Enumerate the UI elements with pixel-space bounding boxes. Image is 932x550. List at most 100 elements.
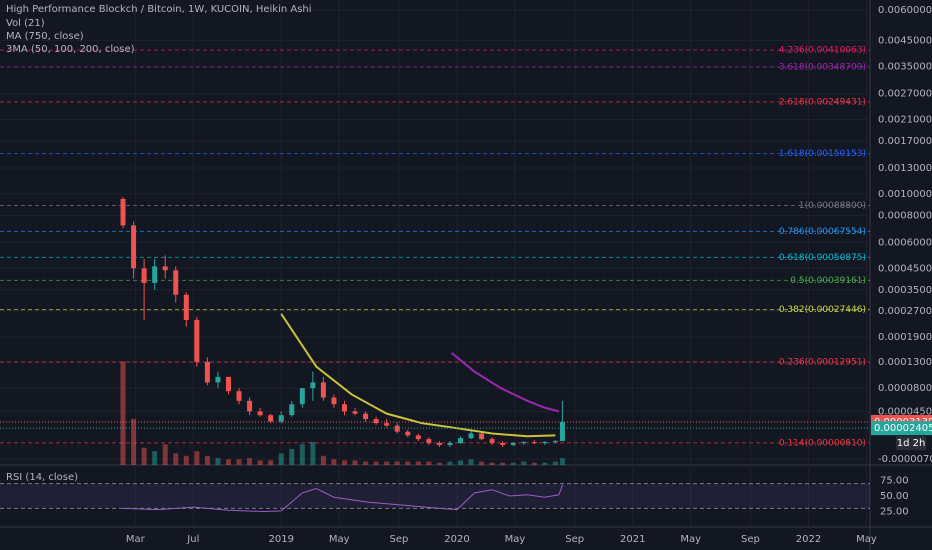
volume-bar [510,462,516,465]
rsi-title[interactable]: RSI (14, close) [6,472,78,483]
volume-bar [141,447,147,465]
x-tick-label: Mar [126,534,146,545]
x-tick-label: Sep [741,534,760,545]
volume-bar [331,459,337,465]
x-tick-label: 2019 [268,534,293,545]
rsi-tick-label: 50.00 [880,491,909,502]
plot: 4.236(0.00410063) 3.618(0.00348709) 2.618(… [0,0,870,527]
volume-bar [225,459,231,465]
candle-body [405,431,411,436]
candle-body [152,266,158,283]
candle-body [415,435,421,440]
fib-label: 0.236(0.00012951) [779,358,866,368]
candle-body [542,442,548,444]
candle-body [204,361,210,383]
candle-body [194,319,200,362]
volume-bar [457,460,463,465]
candle-body [299,388,305,405]
candle-body [225,376,231,392]
ma-line [280,313,556,438]
volume-bar [384,461,390,465]
candle-body [426,439,432,444]
volume-bar [247,458,253,465]
candle-body [236,391,242,401]
x-tick-label: 2022 [796,534,821,545]
x-tick-label: May [856,534,877,545]
volume-bar [352,460,358,465]
x-tick-label: 2021 [620,534,645,545]
candle-body [141,268,147,283]
volume-bar [489,462,495,465]
candle-body [479,433,485,440]
candle-body [457,438,463,444]
fib-label: 0.114(0.00000810) [779,438,866,448]
countdown: 1d 2h [897,438,926,449]
fib-label: 0.5(0.00039161) [790,276,866,286]
fib-label: 0.618(0.00050875) [779,253,866,263]
fib-label: 1(0.00088800) [799,201,866,211]
x-tick-label: May [680,534,701,545]
volume-bar [341,460,347,465]
chart-title[interactable]: High Performance Blockch / Bitcoin, 1W, … [6,4,312,15]
volume-bar [394,461,400,465]
candle-body [247,400,253,412]
x-tick-label: Sep [390,534,409,545]
candle-body [363,413,369,420]
volume-bar [310,442,316,465]
candle-body [468,433,474,439]
indicator-label[interactable]: 3MA (50, 100, 200, close) [6,44,135,55]
volume-bar [559,458,565,465]
candle-body [447,443,453,446]
volume-bar [479,461,485,465]
volume-bar [183,455,189,465]
volume-bar [542,462,548,465]
y-tick-label: -0.00000700 [878,454,932,465]
candle-body [257,411,263,416]
candle-body [489,439,495,444]
volume-bar [268,460,274,465]
x-tick-label: 2020 [444,534,469,545]
volume-bar [363,461,369,465]
fib-label: 0.786(0.00067554) [779,227,866,237]
indicator-label[interactable]: MA (750, close) [6,31,84,42]
volume-bar [215,458,221,465]
indicator-label[interactable]: Vol (21) [6,18,45,29]
volume-bar [436,462,442,465]
volume-bar [257,460,263,465]
candle-body [131,225,137,269]
volume-bar [131,419,137,465]
candle-body [394,425,400,432]
volume-bar [405,461,411,465]
candle-body [215,376,221,383]
volume-bar [447,461,453,465]
volume-bar [173,453,179,465]
x-tick-label: May [329,534,350,545]
volume-bar [552,461,558,465]
candle-body [120,198,126,226]
candle-body [510,443,516,446]
price-label-box [871,421,932,436]
candle-body [559,421,565,442]
candle-body [289,404,295,416]
candle-body [278,415,284,422]
candle-body [310,382,316,389]
volume-bar [289,448,295,465]
fib-label: 0.382(0.00027446) [779,305,866,315]
volume-bar [468,459,474,465]
candle-body [500,443,506,446]
volume-bar [152,451,158,465]
rsi-tick-label: 75.00 [880,476,909,487]
candle-body [384,423,390,426]
volume-bar [204,455,210,465]
